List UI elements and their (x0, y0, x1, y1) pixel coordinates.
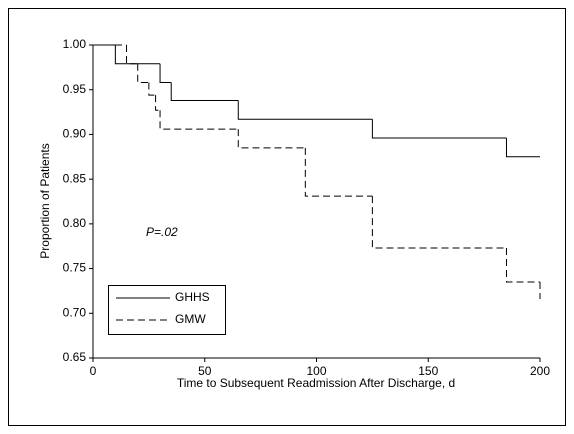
y-tick-label: 0.90 (63, 127, 87, 141)
x-axis-label: Time to Subsequent Readmission After Dis… (177, 376, 455, 390)
step-segment (114, 45, 161, 65)
x-tick-label: 150 (418, 364, 438, 378)
y-tick-label: 0.75 (63, 261, 87, 275)
step-segment (159, 63, 172, 84)
annotation: P=.02 (146, 225, 178, 239)
step-segment (371, 119, 507, 139)
step-segment (237, 100, 373, 120)
step-segment (505, 138, 540, 158)
step-segment (159, 110, 239, 130)
y-tick-label: 1.00 (63, 37, 87, 51)
x-tick-label: 200 (530, 364, 550, 378)
frame (8, 8, 566, 426)
step-segment (137, 63, 149, 84)
y-tick-label: 0.70 (63, 305, 87, 319)
y-tick-label: 0.95 (63, 82, 87, 96)
legend-label: GMW (175, 312, 206, 326)
step-segment (371, 196, 507, 249)
x-tick-label: 50 (198, 364, 212, 378)
step-segment (126, 45, 138, 65)
x-tick-label: 100 (306, 364, 326, 378)
step-segment (237, 129, 306, 149)
y-tick-label: 0.85 (63, 171, 87, 185)
step-segment (304, 147, 373, 197)
legend-label: GHHS (175, 290, 210, 304)
y-tick-label: 0.65 (63, 350, 87, 364)
y-axis-label: Proportion of Patients (38, 143, 52, 258)
step-segment (148, 82, 156, 96)
legend (108, 285, 226, 335)
step-segment (155, 95, 161, 111)
x-tick-label: 0 (90, 364, 97, 378)
y-tick-label: 0.80 (63, 216, 87, 230)
step-segment (505, 248, 540, 283)
step-segment (170, 82, 239, 101)
